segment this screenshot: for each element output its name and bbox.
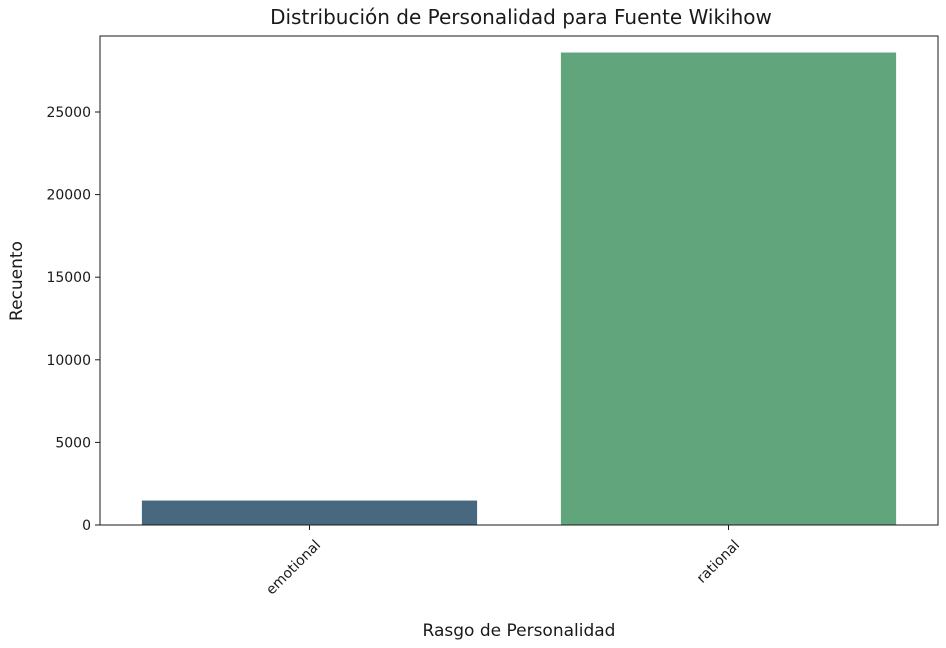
x-tick-label: rational [694, 537, 743, 586]
y-tick-label: 5000 [55, 435, 91, 451]
chart-title: Distribución de Personalidad para Fuente… [270, 5, 772, 29]
x-tick-label: emotional [263, 537, 324, 598]
y-tick-label: 20000 [46, 188, 91, 204]
y-tick-label: 25000 [46, 105, 91, 121]
bar-emotional [141, 500, 478, 525]
y-axis-label: Recuento [7, 241, 27, 321]
bars-layer [141, 52, 897, 526]
x-axis-ticks: emotional rational [263, 525, 743, 598]
x-axis-label: Rasgo de Personalidad [423, 621, 616, 641]
y-axis-ticks: 0 5000 10000 15000 20000 25000 [46, 105, 100, 534]
plot-frame [99, 35, 939, 526]
y-tick-label: 10000 [46, 353, 91, 369]
y-tick-label: 15000 [46, 270, 91, 286]
y-tick-label: 0 [82, 518, 91, 534]
bar-rational [560, 52, 897, 526]
